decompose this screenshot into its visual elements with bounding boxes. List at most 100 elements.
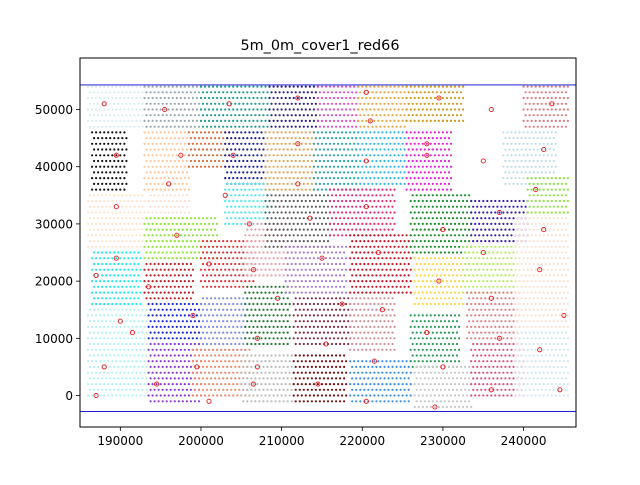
data-point xyxy=(270,91,273,94)
data-point xyxy=(385,199,388,203)
data-point xyxy=(353,280,356,283)
data-point xyxy=(262,194,265,197)
data-point xyxy=(373,85,376,88)
data-point xyxy=(389,360,392,363)
data-point xyxy=(332,108,336,111)
data-point xyxy=(210,354,213,357)
data-point xyxy=(302,240,305,243)
data-point xyxy=(111,302,114,306)
data-point xyxy=(248,257,251,260)
data-point xyxy=(322,354,326,357)
data-point xyxy=(415,114,418,117)
data-point xyxy=(177,240,180,243)
data-point xyxy=(427,228,430,231)
data-point xyxy=(387,137,390,140)
data-point xyxy=(256,199,259,203)
data-point xyxy=(99,291,102,294)
data-point xyxy=(371,114,374,117)
data-point xyxy=(339,388,342,391)
data-point xyxy=(143,199,146,203)
data-point xyxy=(250,194,253,197)
data-point xyxy=(421,108,424,111)
data-point xyxy=(91,188,94,191)
data-point xyxy=(276,325,279,328)
data-point xyxy=(99,211,102,214)
data-point xyxy=(326,137,330,140)
data-point xyxy=(310,262,313,266)
data-point xyxy=(95,348,98,351)
data-point xyxy=(147,314,150,317)
data-point xyxy=(141,320,144,323)
data-point xyxy=(153,320,156,323)
data-point xyxy=(296,302,299,306)
data-point xyxy=(375,91,378,94)
data-point xyxy=(464,217,467,220)
data-point xyxy=(405,371,408,374)
data-point xyxy=(276,177,279,180)
data-point xyxy=(300,165,303,168)
data-point xyxy=(413,268,416,271)
data-point xyxy=(91,96,94,100)
data-point xyxy=(337,96,340,100)
data-point xyxy=(179,142,182,145)
data-point xyxy=(310,171,313,174)
data-point xyxy=(447,285,451,288)
data-point xyxy=(361,131,364,134)
data-point xyxy=(131,302,134,306)
data-point xyxy=(234,171,237,174)
data-point xyxy=(433,302,436,306)
data-point xyxy=(294,91,297,94)
data-point xyxy=(270,114,273,117)
data-point xyxy=(165,125,168,128)
data-point xyxy=(220,348,223,351)
data-point xyxy=(250,400,253,403)
data-point xyxy=(455,114,459,117)
data-point xyxy=(272,257,275,260)
data-point xyxy=(337,371,340,374)
data-point xyxy=(278,251,281,254)
data-point xyxy=(328,211,332,214)
data-point xyxy=(240,337,243,340)
data-point xyxy=(292,268,295,271)
data-point xyxy=(435,159,438,163)
data-point xyxy=(139,302,142,306)
data-point xyxy=(314,148,317,151)
data-point xyxy=(270,171,273,174)
data-point xyxy=(306,205,309,208)
data-point xyxy=(314,262,317,266)
data-point xyxy=(218,388,221,391)
data-point xyxy=(91,394,94,397)
data-point xyxy=(363,137,366,140)
data-point xyxy=(258,194,261,197)
data-point xyxy=(262,205,265,208)
data-point xyxy=(447,91,451,94)
data-point xyxy=(117,125,120,128)
data-point xyxy=(252,234,255,237)
data-point xyxy=(220,371,223,374)
data-point xyxy=(109,91,112,94)
data-point xyxy=(89,205,92,208)
data-point xyxy=(419,274,422,277)
data-point xyxy=(266,148,269,151)
data-point xyxy=(447,159,451,163)
data-point xyxy=(326,114,330,117)
data-point xyxy=(163,131,166,134)
data-point xyxy=(139,348,142,351)
data-point xyxy=(355,91,358,94)
data-point xyxy=(411,137,414,140)
data-point xyxy=(330,217,334,220)
data-point xyxy=(141,125,144,128)
data-point xyxy=(151,371,154,374)
data-point xyxy=(159,280,162,283)
data-point xyxy=(353,177,356,180)
data-point xyxy=(141,377,144,380)
data-point xyxy=(244,360,247,363)
data-point xyxy=(389,383,392,386)
data-point xyxy=(290,240,293,243)
data-point xyxy=(451,205,455,208)
data-point xyxy=(431,240,434,243)
data-point xyxy=(288,119,291,122)
data-point xyxy=(381,245,384,248)
data-point xyxy=(332,222,336,225)
data-point xyxy=(391,114,394,117)
